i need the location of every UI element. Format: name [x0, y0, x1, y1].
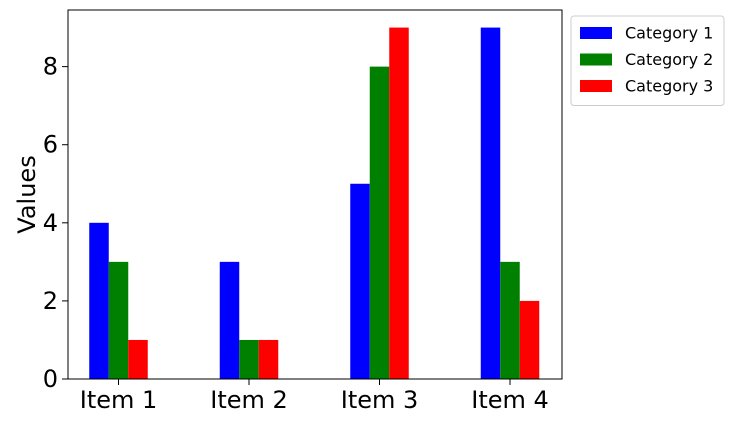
- legend: Category 1 Category 2 Category 3: [570, 15, 725, 106]
- y-axis: 0 2 4 6 8: [43, 53, 68, 393]
- bars-layer: [89, 27, 540, 380]
- bar-2-series-2: [239, 339, 259, 379]
- y-tick-label: 0: [43, 365, 58, 393]
- y-tick-label: 6: [43, 131, 58, 159]
- bar-1-series-2: [108, 261, 129, 379]
- x-axis: Item 1 Item 2 Item 3 Item 4: [80, 379, 549, 414]
- x-tick-label: Item 4: [471, 386, 549, 414]
- bar-1-series-1: [89, 222, 109, 379]
- plot-frame: [67, 9, 563, 380]
- bar-4-series-2: [500, 261, 520, 379]
- y-tick-label: 4: [43, 209, 58, 237]
- bar-3-series-3: [389, 27, 409, 379]
- legend-label: Category 3: [625, 77, 713, 96]
- bar-4-series-3: [519, 300, 540, 379]
- bar-1-series-3: [128, 339, 148, 379]
- x-tick-label: Item 3: [341, 386, 419, 414]
- legend-swatch: [580, 53, 612, 66]
- legend-label: Category 1: [625, 24, 713, 43]
- y-axis-label: Values: [13, 155, 41, 233]
- bar-3-series-1: [350, 183, 370, 379]
- bar-3-series-2: [369, 66, 390, 380]
- y-tick-label: 2: [43, 287, 58, 315]
- y-tick-label: 8: [43, 53, 58, 81]
- x-tick-label: Item 1: [80, 386, 158, 414]
- legend-label: Category 2: [625, 50, 713, 69]
- bar-2-series-3: [258, 339, 279, 379]
- bar-4-series-1: [480, 27, 501, 379]
- legend-swatch: [580, 27, 612, 39]
- x-tick-label: Item 2: [210, 386, 288, 414]
- bar-2-series-1: [219, 261, 240, 379]
- legend-swatch: [580, 80, 612, 92]
